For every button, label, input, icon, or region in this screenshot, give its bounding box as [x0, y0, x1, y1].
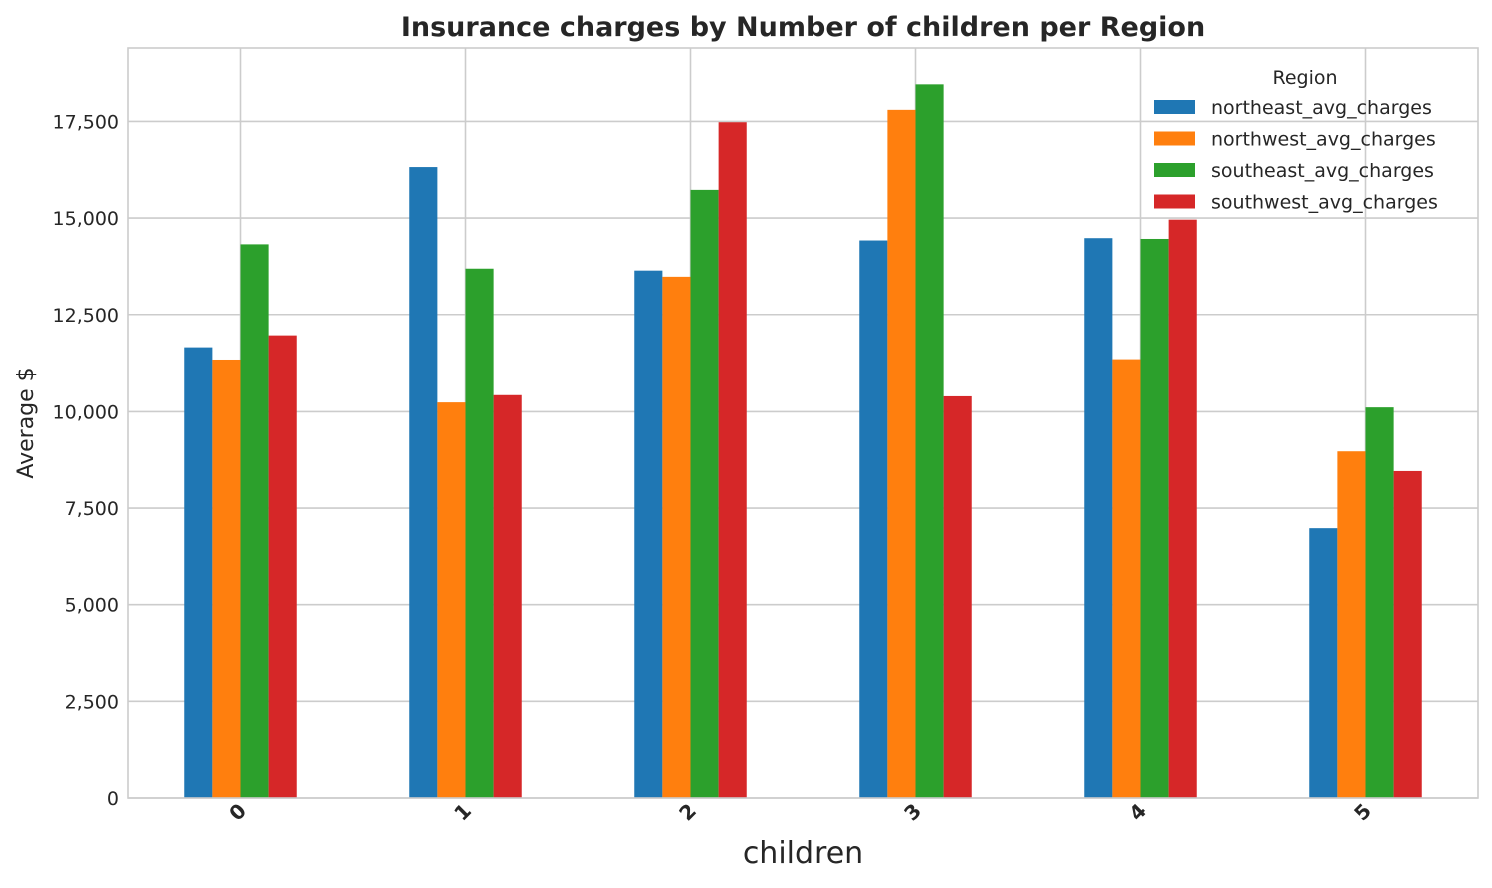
y-tick-label: 0	[107, 788, 119, 810]
bar-southwest_avg_charges-2	[718, 122, 747, 798]
y-tick-label: 15,000	[53, 208, 119, 230]
x-tick-label: 2	[674, 799, 701, 826]
legend-swatch	[1154, 163, 1195, 177]
y-axis-label: Average $	[14, 367, 39, 478]
bar-northeast_avg_charges-1	[409, 167, 438, 799]
bar-southwest_avg_charges-1	[493, 394, 522, 798]
bar-northwest_avg_charges-3	[887, 109, 916, 799]
y-axis-ticks: 0 2,500 5,000 7,500 10,000 12,500 15,000 17,500	[53, 111, 119, 810]
legend-swatch	[1154, 194, 1195, 209]
y-tick-label: 17,500	[53, 111, 119, 133]
legend-label: southeast_avg_charges	[1211, 160, 1434, 182]
bar-northeast_avg_charges-2	[634, 270, 663, 798]
x-tick-label: 3	[899, 799, 926, 826]
legend-swatch	[1154, 131, 1195, 146]
legend-label: northeast_avg_charges	[1211, 97, 1432, 119]
bar-southeast_avg_charges-4	[1140, 238, 1169, 799]
bar-southeast_avg_charges-0	[240, 244, 269, 799]
bar-northwest_avg_charges-5	[1337, 451, 1366, 798]
legend-label: southwest_avg_charges	[1211, 192, 1438, 214]
x-axis-label: children	[743, 836, 863, 871]
y-tick-label: 10,000	[53, 401, 119, 423]
bar-northeast_avg_charges-3	[859, 240, 888, 799]
bar-southwest_avg_charges-0	[268, 335, 297, 798]
bar-northeast_avg_charges-4	[1084, 238, 1113, 799]
x-tick-label: 0	[224, 799, 251, 826]
y-tick-label: 12,500	[53, 305, 119, 327]
chart-title: Insurance charges by Number of children …	[401, 12, 1205, 43]
bar-southeast_avg_charges-2	[690, 189, 719, 798]
bar-southeast_avg_charges-1	[465, 268, 494, 798]
bar-southwest_avg_charges-4	[1168, 219, 1197, 799]
x-tick-label: 4	[1124, 799, 1151, 826]
legend: Region northeast_avg_charges northwest_av…	[1154, 67, 1438, 214]
bar-northwest_avg_charges-0	[212, 359, 241, 798]
bar-northeast_avg_charges-5	[1309, 528, 1338, 798]
legend-items: northeast_avg_charges northwest_avg_charg…	[1154, 97, 1438, 214]
x-axis-ticks: 0 1 2 3 4 5	[224, 799, 1376, 826]
y-tick-label: 7,500	[65, 498, 119, 520]
bar-northwest_avg_charges-4	[1112, 359, 1141, 798]
bar-southeast_avg_charges-5	[1365, 407, 1394, 798]
y-tick-label: 5,000	[65, 595, 119, 617]
legend-label: northwest_avg_charges	[1211, 129, 1436, 151]
y-tick-label: 2,500	[65, 691, 119, 713]
legend-swatch	[1154, 100, 1195, 114]
bar-northeast_avg_charges-0	[184, 347, 213, 798]
bar-southwest_avg_charges-5	[1393, 470, 1422, 798]
bar-southwest_avg_charges-3	[943, 395, 972, 798]
bar-northwest_avg_charges-1	[437, 402, 466, 798]
x-tick-label: 1	[449, 799, 476, 826]
bar-northwest_avg_charges-2	[662, 276, 691, 798]
plot-frame	[127, 47, 1479, 799]
bars	[184, 84, 1422, 799]
legend-title: Region	[1272, 67, 1337, 89]
bar-southeast_avg_charges-3	[915, 84, 944, 798]
x-tick-label: 5	[1349, 799, 1376, 826]
